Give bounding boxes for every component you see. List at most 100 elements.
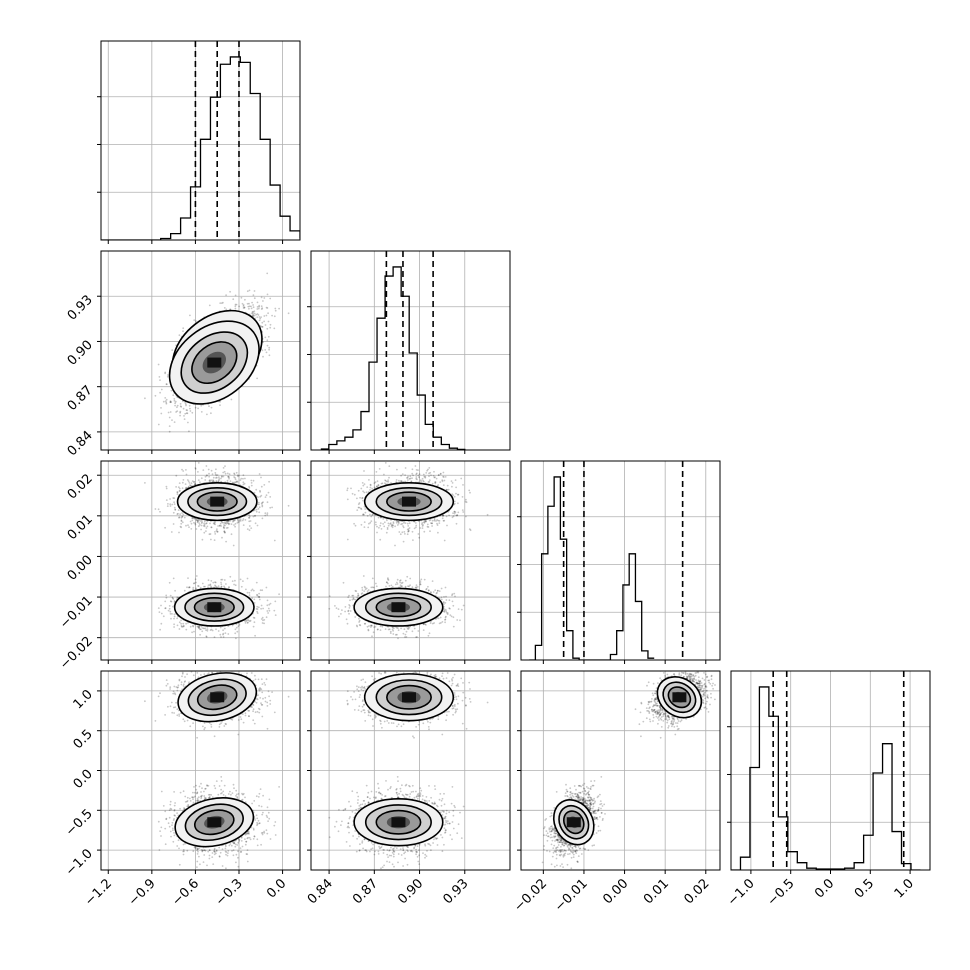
scatter-point <box>173 398 176 400</box>
scatter-point <box>198 523 201 526</box>
scatter-point <box>267 320 270 323</box>
scatter-point <box>210 406 213 409</box>
scatter-point <box>262 501 264 504</box>
scatter-point <box>175 486 178 488</box>
scatter-point <box>182 330 184 333</box>
scatter-point <box>264 336 267 339</box>
scatter-point <box>249 619 252 622</box>
scatter-point <box>200 522 203 524</box>
scatter-point <box>209 583 212 586</box>
scatter-point <box>210 526 213 529</box>
scatter-point <box>266 344 269 347</box>
scatter-point <box>184 483 187 485</box>
scatter-point <box>219 633 222 636</box>
scatter-point <box>164 526 167 529</box>
scatter-point <box>261 326 264 328</box>
scatter-point <box>216 476 218 479</box>
scatter-point <box>201 538 204 541</box>
scatter-point <box>211 629 214 632</box>
scatter-point <box>220 578 223 581</box>
scatter-point <box>244 298 246 301</box>
scatter-point <box>267 612 269 614</box>
scatter-point <box>251 310 254 313</box>
scatter-point <box>181 468 183 471</box>
scatter-point <box>240 296 243 299</box>
histogram-1 <box>320 266 466 450</box>
scatter-point <box>228 586 230 589</box>
scatter-point <box>185 403 187 405</box>
scatter-point <box>262 607 264 610</box>
scatter-point <box>274 614 277 616</box>
scatter-point <box>176 513 179 515</box>
scatter-point <box>252 304 255 306</box>
scatter-point <box>227 522 230 524</box>
scatter-point <box>181 625 184 628</box>
scatter-point <box>248 525 251 527</box>
scatter-point <box>195 575 198 577</box>
scatter-point <box>252 625 255 628</box>
scatter-point <box>159 510 161 513</box>
scatter-point <box>252 294 255 296</box>
scatter-point <box>234 632 237 635</box>
scatter-point <box>202 525 205 527</box>
scatter-point <box>212 480 214 483</box>
scatter-point <box>212 581 215 584</box>
scatter-point <box>180 522 183 525</box>
scatter-point <box>260 485 263 488</box>
scatter-point <box>181 521 184 524</box>
scatter-point <box>203 627 206 630</box>
scatter-point <box>225 308 228 311</box>
scatter-point <box>165 594 168 597</box>
scatter-point <box>261 504 264 507</box>
scatter-point <box>266 327 269 330</box>
scatter-point <box>217 585 220 588</box>
scatter-point <box>224 524 226 527</box>
scatter-point <box>185 412 188 415</box>
scatter-point <box>259 317 262 320</box>
scatter-point <box>192 517 195 520</box>
scatter-point <box>265 586 268 589</box>
scatter-point <box>197 407 200 410</box>
scatter-point <box>190 482 193 485</box>
scatter-point <box>162 400 165 403</box>
scatter-point <box>234 519 237 521</box>
scatter-point <box>234 303 237 306</box>
scatter-point <box>160 407 162 409</box>
scatter-point <box>170 401 172 403</box>
scatter-point <box>198 625 201 628</box>
scatter-point <box>194 468 197 470</box>
scatter-point <box>205 629 207 631</box>
scatter-point <box>165 398 168 401</box>
scatter-point <box>253 297 256 300</box>
scatter-point <box>249 520 252 522</box>
scatter-point <box>250 307 253 310</box>
scatter-point <box>165 401 168 404</box>
scatter-point <box>188 430 190 433</box>
scatter-point <box>268 354 271 357</box>
scatter-point <box>219 400 222 403</box>
scatter-point <box>173 506 176 509</box>
scatter-point <box>165 383 168 386</box>
scatter-point <box>253 310 256 313</box>
axis-frame <box>100 250 301 451</box>
scatter-point <box>243 306 246 309</box>
scatter-point <box>263 622 265 625</box>
scatter-point <box>182 407 185 410</box>
scatter-point <box>196 519 199 522</box>
scatter-point <box>251 597 254 600</box>
scatter-point <box>256 316 259 318</box>
scatter-point <box>185 409 188 411</box>
scatter-point <box>188 404 191 407</box>
scatter-point <box>182 513 185 516</box>
scatter-point <box>232 298 235 301</box>
scatter-point <box>250 482 253 484</box>
scatter-point <box>169 600 172 603</box>
scatter-point <box>242 304 245 306</box>
scatter-point <box>171 349 174 351</box>
contour-line <box>180 331 249 394</box>
scatter-point <box>170 389 173 392</box>
scatter-point <box>256 301 259 304</box>
scatter-point <box>185 469 187 471</box>
scatter-point <box>243 306 246 309</box>
